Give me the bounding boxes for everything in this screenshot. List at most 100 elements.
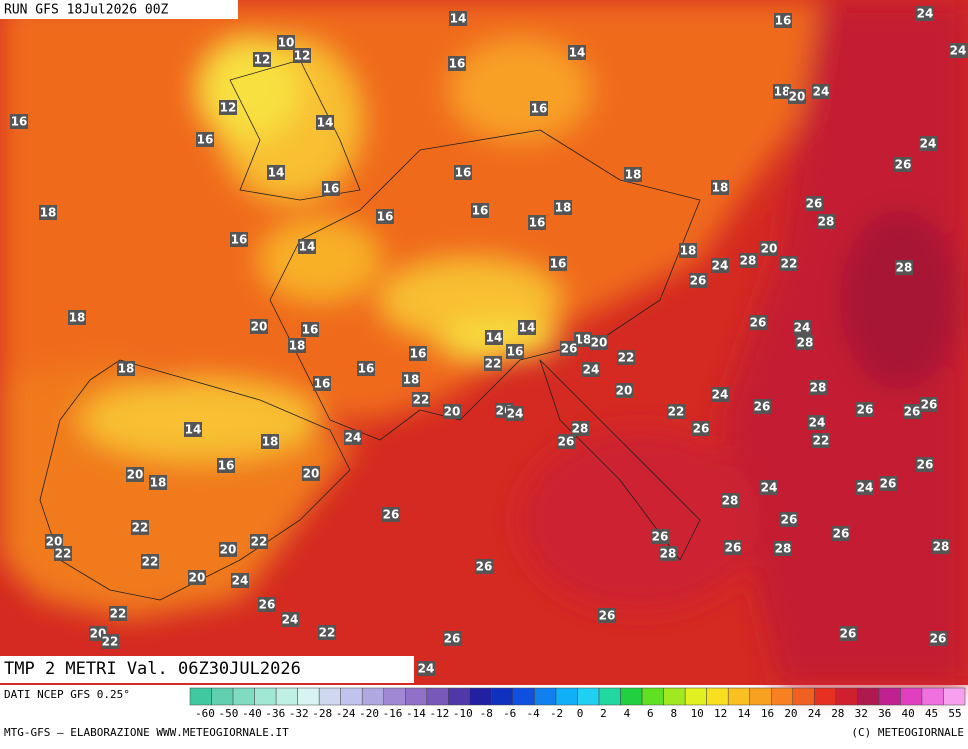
label-box xyxy=(817,214,835,229)
colorbar-swatch xyxy=(684,687,707,706)
label-box xyxy=(506,344,524,359)
label-box xyxy=(149,475,167,490)
label-box xyxy=(879,476,897,491)
label-box xyxy=(651,529,669,544)
label-box xyxy=(126,467,144,482)
label-box xyxy=(598,608,616,623)
label-box xyxy=(856,480,874,495)
temperature-label: 26 xyxy=(880,477,897,491)
temperature-label: 16 xyxy=(449,57,466,71)
label-box xyxy=(109,606,127,621)
label-box xyxy=(554,200,572,215)
temperature-label: 26 xyxy=(561,342,578,356)
colorbar-swatch xyxy=(598,687,621,706)
label-box xyxy=(443,631,461,646)
temperature-label: 20 xyxy=(444,405,461,419)
colorbar-swatch xyxy=(792,687,815,706)
colorbar-swatch xyxy=(835,687,858,706)
colorbar-label: 4 xyxy=(624,707,631,720)
credit-label: MTG-GFS — ELABORAZIONE WWW.METEOGIORNALE… xyxy=(4,726,289,739)
temperature-label: 10 xyxy=(278,36,295,50)
label-box xyxy=(454,165,472,180)
colorbar-swatch xyxy=(943,687,966,706)
variable-label: TMP 2 METRI Val. 06Z30JUL2026 xyxy=(4,659,301,679)
colorbar-swatch xyxy=(900,687,923,706)
label-box xyxy=(739,253,757,268)
label-box xyxy=(409,346,427,361)
copyright-label: (C) METEOGIORNALE xyxy=(851,726,964,739)
run-label: RUN GFS 18Jul2026 00Z xyxy=(4,3,169,18)
temperature-label: 26 xyxy=(781,513,798,527)
temperature-label: 26 xyxy=(558,435,575,449)
temperature-label: 18 xyxy=(289,339,306,353)
label-box xyxy=(288,338,306,353)
label-box xyxy=(302,466,320,481)
colorbar-label: 14 xyxy=(737,707,751,720)
temperature-label: 22 xyxy=(485,357,502,371)
label-box xyxy=(68,310,86,325)
colorbar-label: 28 xyxy=(831,707,844,720)
label-box xyxy=(250,534,268,549)
label-box xyxy=(184,422,202,437)
label-box xyxy=(711,180,729,195)
temperature-label: 18 xyxy=(40,206,57,220)
map-background xyxy=(0,0,968,685)
temperature-label: 26 xyxy=(690,274,707,288)
colorbar-swatch xyxy=(448,687,471,706)
label-box xyxy=(903,404,921,419)
label-box xyxy=(101,634,119,649)
temperature-label: 16 xyxy=(455,166,472,180)
temperature-label: 18 xyxy=(625,168,642,182)
label-box xyxy=(809,380,827,395)
label-box xyxy=(774,541,792,556)
colorbar-label: -24 xyxy=(336,707,356,720)
colorbar-label: -20 xyxy=(359,707,379,720)
label-box xyxy=(916,6,934,21)
colorbar-swatch xyxy=(405,687,428,706)
label-box xyxy=(617,350,635,365)
label-box xyxy=(417,661,435,676)
temperature-label: 28 xyxy=(896,261,913,275)
temperature-label: 14 xyxy=(185,423,202,437)
label-box xyxy=(219,100,237,115)
label-box xyxy=(141,554,159,569)
label-box xyxy=(929,631,947,646)
temperature-label: 24 xyxy=(583,363,600,377)
temperature-label: 18 xyxy=(262,435,279,449)
label-box xyxy=(780,512,798,527)
colorbar-swatch xyxy=(878,687,901,706)
temperature-label: 28 xyxy=(740,254,757,268)
temperature-label: 22 xyxy=(781,257,798,271)
label-box xyxy=(318,625,336,640)
colorbar-label: 12 xyxy=(714,707,727,720)
temperature-label: 16 xyxy=(529,216,546,230)
label-box xyxy=(316,115,334,130)
colorbar-label: -10 xyxy=(453,707,473,720)
colorbar-label: 0 xyxy=(577,707,584,720)
temperature-label: 16 xyxy=(314,377,331,391)
temperature-label: 18 xyxy=(118,362,135,376)
label-box xyxy=(711,258,729,273)
colorbar-label: -40 xyxy=(242,707,262,720)
temperature-label: 22 xyxy=(813,434,830,448)
colorbar-label: 36 xyxy=(878,707,891,720)
colorbar-swatch xyxy=(534,687,557,706)
colorbar-swatch xyxy=(426,687,449,706)
colorbar-label: 24 xyxy=(808,707,822,720)
label-box xyxy=(281,612,299,627)
label-box xyxy=(812,433,830,448)
temperature-label: 28 xyxy=(775,542,792,556)
temperature-label: 26 xyxy=(833,527,850,541)
temperature-label: 26 xyxy=(599,609,616,623)
label-box xyxy=(560,341,578,356)
label-box xyxy=(856,402,874,417)
temperature-label: 16 xyxy=(507,345,524,359)
label-box xyxy=(131,520,149,535)
label-box xyxy=(692,421,710,436)
label-box xyxy=(895,260,913,275)
label-box xyxy=(753,399,771,414)
colorbar-swatch xyxy=(491,687,514,706)
temperature-label: 16 xyxy=(377,210,394,224)
label-box xyxy=(258,597,276,612)
